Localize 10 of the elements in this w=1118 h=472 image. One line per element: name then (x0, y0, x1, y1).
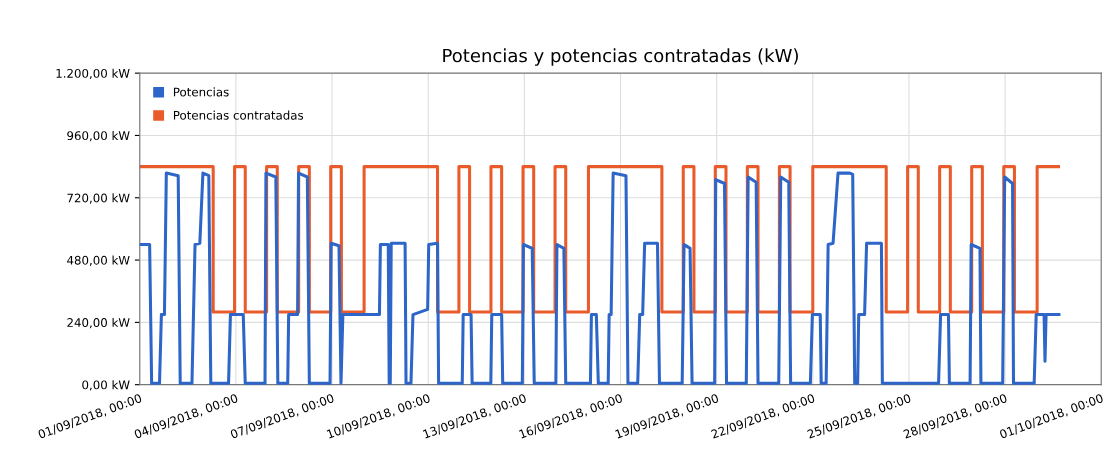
y-tick-label: 720,00 kW (67, 193, 130, 204)
y-tick-label: 480,00 kW (67, 255, 130, 266)
y-tick-label: 0,00 kW (82, 380, 130, 391)
y-tick-label: 1.200,00 kW (56, 68, 130, 80)
legend-label: Potencias contratadas (173, 110, 304, 120)
legend-label: Potencias (173, 87, 229, 97)
chart-title: Potencias y potencias contratadas (kW) (443, 48, 798, 66)
y-tick-label: 240,00 kW (67, 317, 130, 329)
y-tick-label: 960,00 kW (67, 130, 130, 142)
line-series (139, 171, 1061, 385)
